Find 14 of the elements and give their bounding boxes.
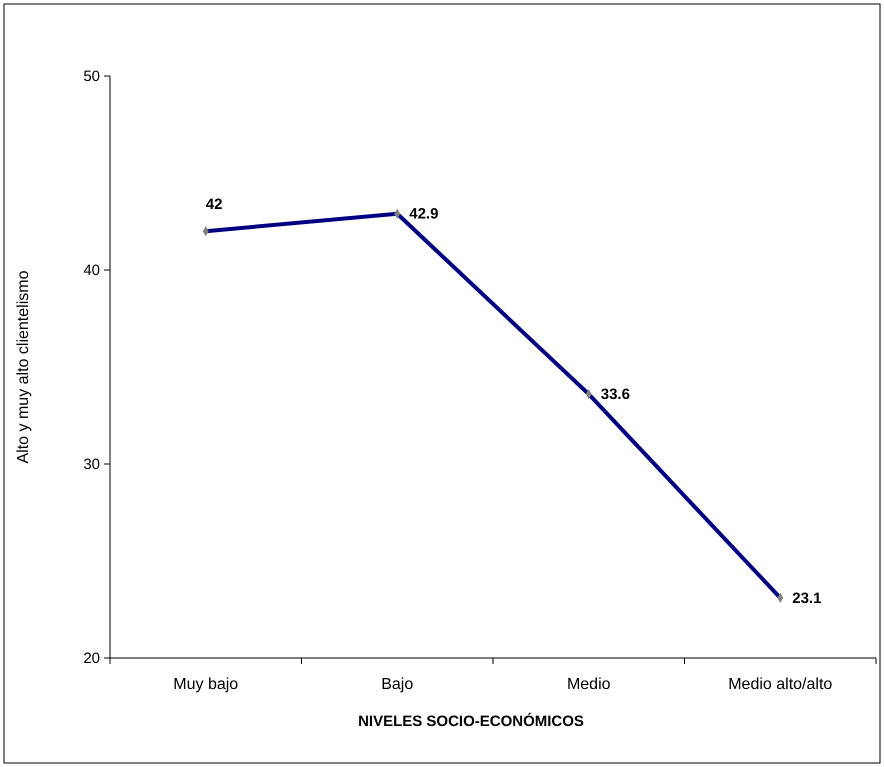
y-tick-label: 50 — [83, 68, 100, 85]
y-tick-label: 20 — [83, 650, 100, 667]
data-label: 42.9 — [409, 206, 438, 223]
y-axis-title: Alto y muy alto clientelismo — [15, 270, 32, 464]
x-tick-label: Medio — [566, 676, 611, 693]
x-tick-label: Bajo — [381, 676, 414, 693]
data-label: 23.1 — [792, 590, 822, 607]
data-label: 33.6 — [600, 386, 630, 404]
x-tick-label: Muy bajo — [173, 676, 238, 693]
x-axis-title: NIVELES SOCIO-ECONÓMICOS — [358, 712, 584, 730]
data-label: 42 — [206, 196, 222, 214]
y-tick-label: 40 — [83, 262, 100, 279]
y-tick-label: 30 — [83, 456, 100, 473]
x-tick-label: Medio alto/alto — [728, 676, 832, 693]
